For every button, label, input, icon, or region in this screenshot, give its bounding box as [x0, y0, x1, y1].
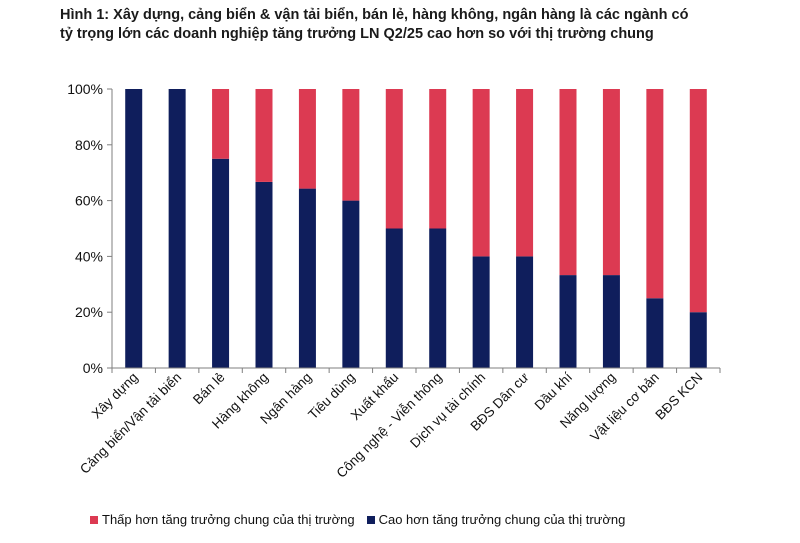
y-tick-label: 40%: [75, 248, 103, 264]
y-tick-label: 100%: [67, 81, 103, 97]
chart-title: Hình 1: Xây dựng, cảng biển & vận tải bi…: [60, 6, 790, 44]
bars: [125, 89, 707, 368]
bar-lower: [516, 89, 534, 257]
x-tick-label: BĐS KCN: [652, 370, 705, 423]
bar-lower: [385, 89, 403, 229]
legend-item-lower: Thấp hơn tăng trưởng chung của thị trườn…: [90, 512, 355, 527]
y-axis: 0% 20% 40% 60% 80% 100%: [67, 81, 113, 376]
legend-swatch-higher: [366, 515, 375, 524]
x-tick-label: Dầu khí: [532, 369, 576, 413]
x-tick-label: Bán lẻ: [190, 370, 228, 408]
bar-lower: [429, 89, 447, 229]
chart-title-line-2: tỷ trọng lớn các doanh nghiệp tăng trưởn…: [60, 26, 654, 42]
bar-lower: [298, 89, 316, 189]
legend-item-higher: Cao hơn tăng trưởng chung của thị trường: [366, 512, 626, 527]
bar-higher: [472, 256, 490, 368]
bar-higher: [559, 275, 577, 368]
bar-higher: [689, 312, 707, 368]
bar-lower: [342, 89, 360, 201]
y-tick-label: 20%: [75, 304, 103, 320]
legend-label-higher: Cao hơn tăng trưởng chung của thị trường: [378, 512, 626, 527]
bar-higher: [168, 89, 186, 368]
bar-higher: [298, 188, 316, 368]
y-tick-label: 80%: [75, 137, 103, 153]
bar-lower: [212, 89, 230, 159]
bar-lower: [689, 89, 707, 313]
chart-title-line-1: Hình 1: Xây dựng, cảng biển & vận tải bi…: [60, 7, 689, 23]
bar-lower: [472, 89, 490, 257]
bar-lower: [602, 89, 620, 276]
bar-lower: [646, 89, 664, 299]
bar-higher: [385, 228, 403, 368]
y-tick-label: 0%: [83, 360, 103, 376]
bar-higher: [516, 256, 534, 368]
bar-higher: [255, 181, 273, 368]
bar-higher: [125, 89, 143, 368]
bar-higher: [342, 200, 360, 368]
legend: Thấp hơn tăng trưởng chung của thị trườn…: [90, 512, 637, 527]
y-tick-label: 60%: [75, 193, 103, 209]
bar-lower: [559, 89, 577, 276]
bar-lower: [255, 89, 273, 182]
bar-higher: [602, 275, 620, 368]
legend-swatch-lower: [90, 515, 98, 524]
bar-higher: [429, 228, 447, 368]
x-tick-label: Dịch vụ tài chính: [407, 370, 488, 451]
bar-higher: [646, 298, 664, 368]
bar-higher: [212, 158, 230, 368]
legend-label-lower: Thấp hơn tăng trưởng chung của thị trườn…: [102, 512, 355, 527]
